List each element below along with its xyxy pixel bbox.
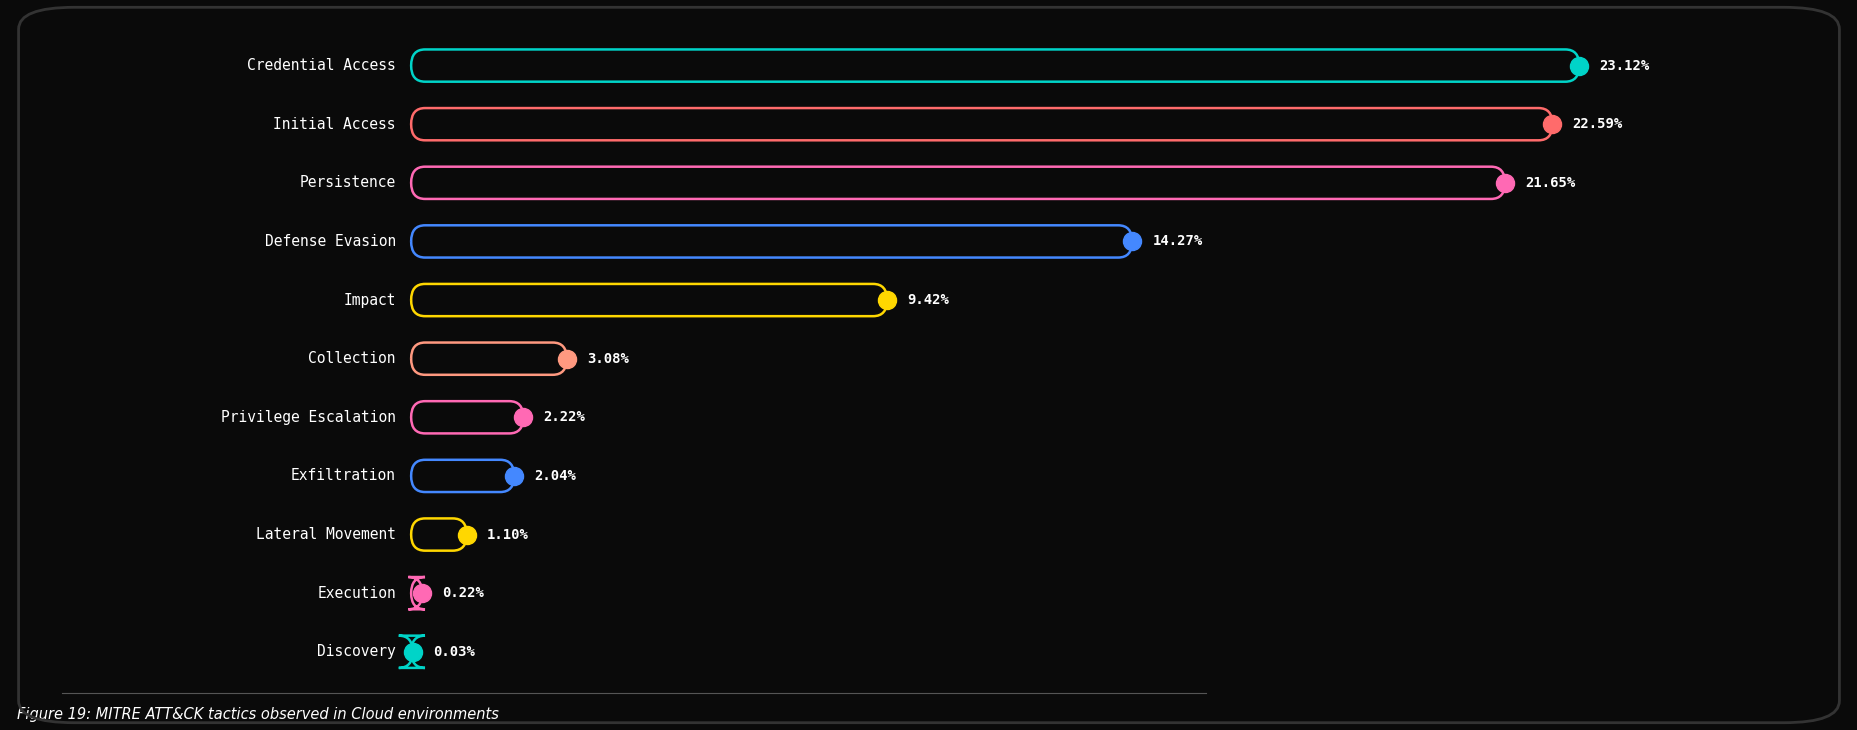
Text: 2.22%: 2.22% [544, 410, 585, 424]
Text: Discovery: Discovery [318, 645, 396, 659]
Text: Collection: Collection [308, 351, 396, 366]
Text: 23.12%: 23.12% [1599, 58, 1649, 72]
Text: Initial Access: Initial Access [273, 117, 396, 131]
Text: 1.10%: 1.10% [487, 528, 529, 542]
Text: Privilege Escalation: Privilege Escalation [221, 410, 396, 425]
Text: Persistence: Persistence [299, 175, 396, 191]
Text: Impact: Impact [344, 293, 396, 307]
Text: 0.22%: 0.22% [442, 586, 485, 600]
Text: 0.03%: 0.03% [433, 645, 475, 658]
Text: Defense Evasion: Defense Evasion [264, 234, 396, 249]
Text: Execution: Execution [318, 585, 396, 601]
Text: 22.59%: 22.59% [1571, 118, 1621, 131]
Text: 3.08%: 3.08% [587, 352, 628, 366]
Text: Figure 19: MITRE ATT&CK tactics observed in Cloud environments: Figure 19: MITRE ATT&CK tactics observed… [17, 707, 500, 723]
Text: 9.42%: 9.42% [906, 293, 949, 307]
Text: 21.65%: 21.65% [1525, 176, 1575, 190]
Text: Exfiltration: Exfiltration [292, 469, 396, 483]
Text: Credential Access: Credential Access [247, 58, 396, 73]
Text: Lateral Movement: Lateral Movement [256, 527, 396, 542]
Text: 2.04%: 2.04% [535, 469, 576, 483]
Text: 14.27%: 14.27% [1151, 234, 1201, 248]
